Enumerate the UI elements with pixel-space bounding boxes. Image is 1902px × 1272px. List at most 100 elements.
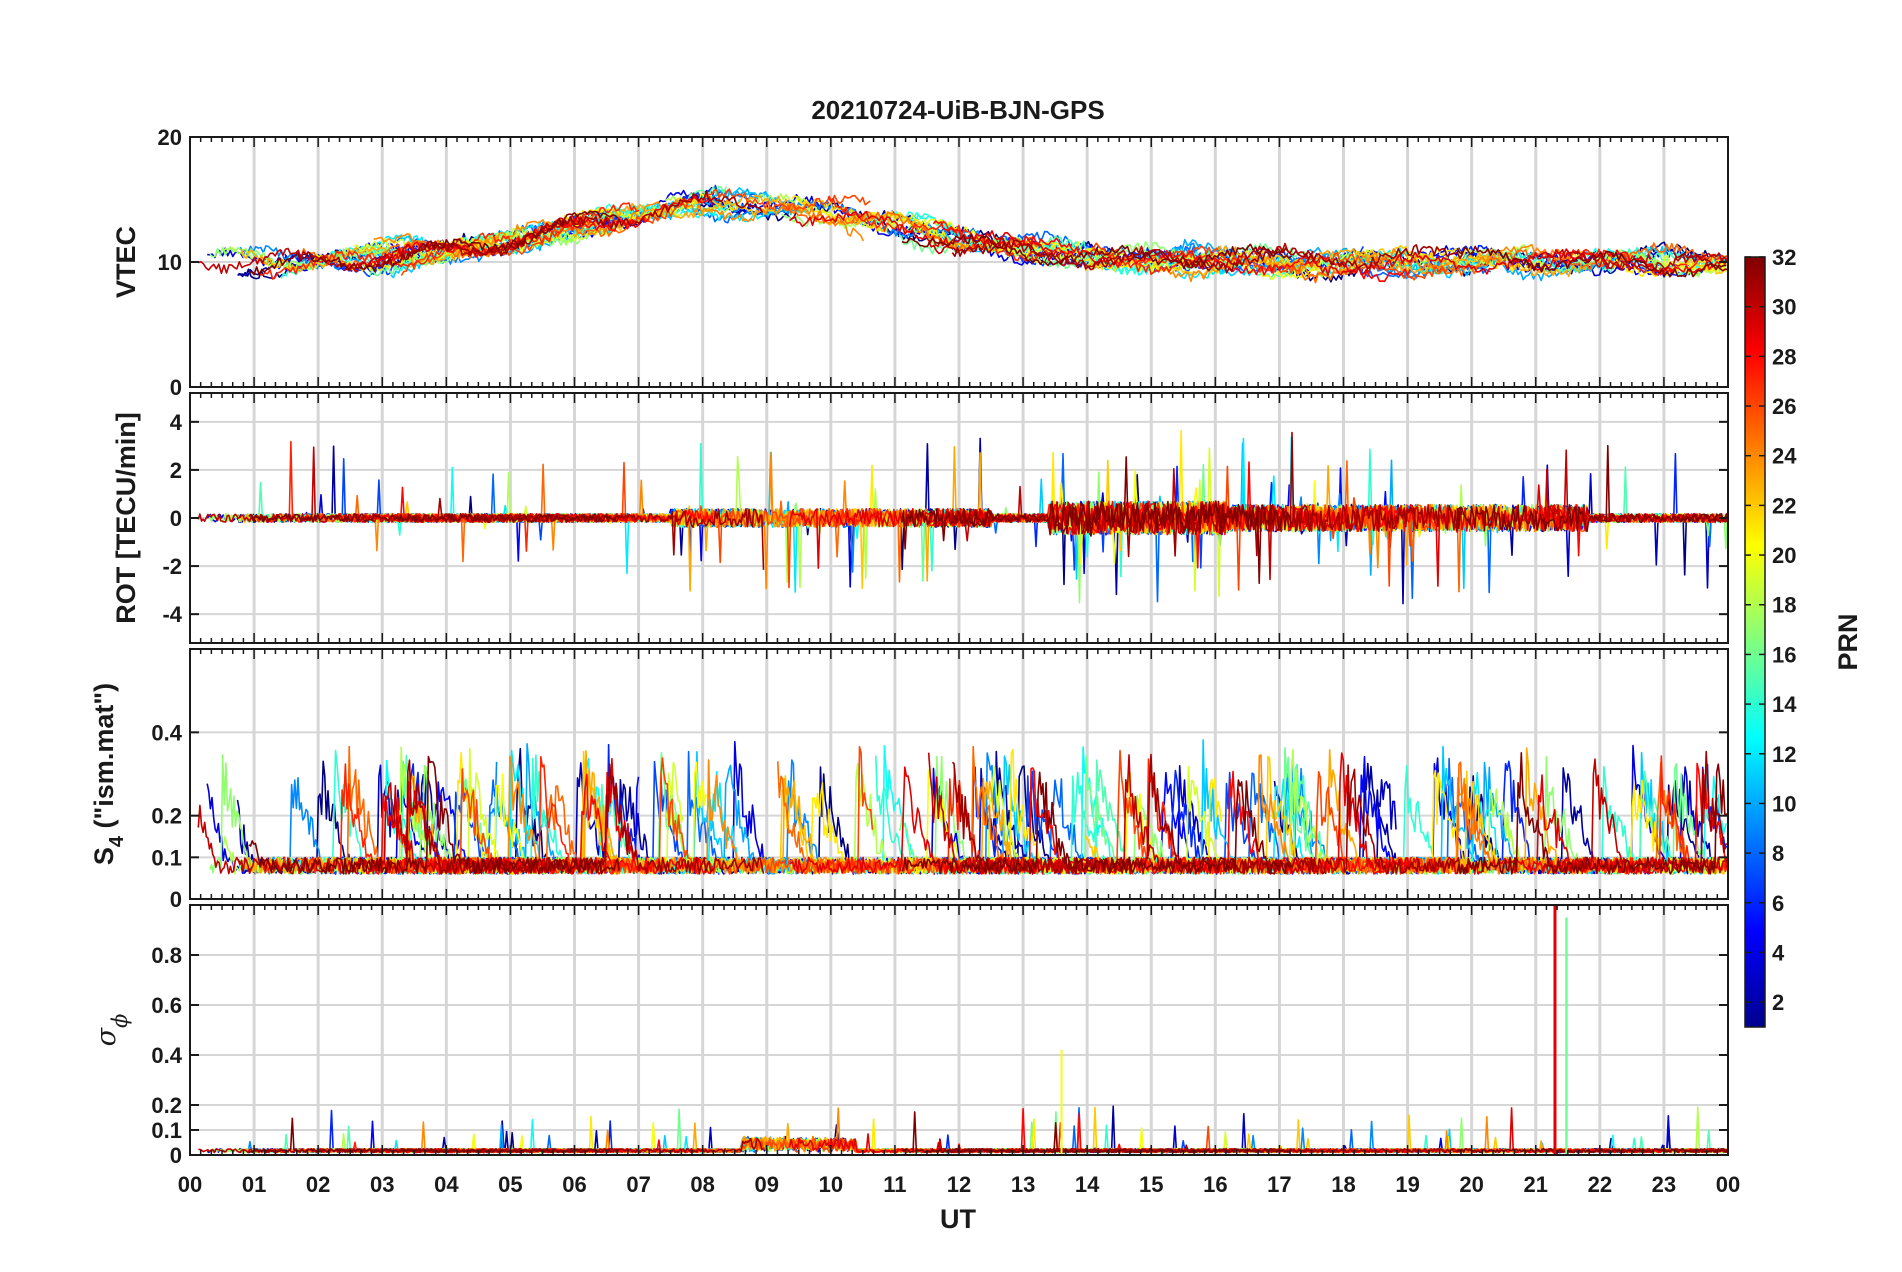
- x-tick-label: 08: [690, 1172, 714, 1197]
- colorbar-tick-label: 4: [1772, 940, 1785, 965]
- x-tick-label: 18: [1331, 1172, 1355, 1197]
- x-tick-label: 01: [242, 1172, 266, 1197]
- prn-series-line: [971, 235, 1384, 274]
- prn-series-line: [1673, 252, 1729, 272]
- prn-series-line: [777, 745, 1042, 875]
- y-tick-label: 0.4: [151, 720, 182, 745]
- colorbar-gradient: [1744, 256, 1766, 1028]
- y-tick-label: 0: [170, 887, 182, 912]
- x-tick-label: 12: [947, 1172, 971, 1197]
- prn-series-line: [927, 237, 1314, 270]
- x-axis-label: UT: [940, 1204, 976, 1234]
- prn-series-line: [248, 755, 620, 875]
- colorbar-tick-label: 30: [1772, 295, 1796, 320]
- panel-s4-ylabel: S4 ("ism.mat"): [89, 683, 128, 865]
- colorbar-tick-label: 14: [1772, 692, 1797, 717]
- panel-s4: 0 0.1 0.2 0.4 S4 ("ism.mat"): [89, 648, 1729, 912]
- y-tick-label: 0: [170, 375, 182, 400]
- panel-vtec-series: [198, 184, 1729, 284]
- colorbar-tick-label: 8: [1772, 841, 1784, 866]
- colorbar-tick-label: 24: [1772, 444, 1797, 469]
- colorbar-tick-label: 18: [1772, 593, 1796, 618]
- prn-series-line: [901, 456, 1292, 584]
- colorbar-tick-label: 20: [1772, 543, 1796, 568]
- x-tick-label: 14: [1075, 1172, 1100, 1197]
- prn-series-line: [1456, 245, 1727, 278]
- panel-rot: -4 -2 0 2 4 ROT [TECU/min]: [111, 392, 1729, 644]
- y-tick-label: 0: [170, 1143, 182, 1168]
- y-tick-label: 0.6: [151, 993, 182, 1018]
- prn-series-line: [1526, 249, 1728, 276]
- x-tick-label: 04: [434, 1172, 459, 1197]
- x-tick-label: 07: [626, 1172, 650, 1197]
- x-tick-label: 10: [819, 1172, 843, 1197]
- panel-sigma-phi-grid: [190, 905, 1728, 1155]
- y-tick-label: 0.4: [151, 1043, 182, 1068]
- prn-series-line: [951, 239, 1464, 274]
- panel-rot-y-ticks: -4 -2 0 2 4: [162, 393, 1729, 643]
- x-tick-label: 03: [370, 1172, 394, 1197]
- y-tick-label: 0.2: [151, 804, 182, 829]
- prn-series-line: [1456, 1148, 1729, 1154]
- y-tick-label: 10: [158, 250, 182, 275]
- x-tick-label: 00: [178, 1172, 202, 1197]
- x-tick-label: 22: [1588, 1172, 1612, 1197]
- y-tick-label: -4: [162, 602, 182, 627]
- panel-sigma-phi: 00.10.2 0.4 0.6 0.8 σϕ: [91, 904, 1729, 1168]
- x-tick-label: 13: [1011, 1172, 1035, 1197]
- prn-series-line: [901, 771, 1292, 875]
- x-tick-label: 02: [306, 1172, 330, 1197]
- colorbar-tick-label: 12: [1772, 742, 1796, 767]
- panel-rot-ylabel: ROT [TECU/min]: [111, 412, 141, 623]
- panel-s4-series: [197, 739, 1729, 875]
- x-tick-label: 15: [1139, 1172, 1163, 1197]
- prn-series-line: [405, 191, 764, 259]
- panel-vtec-y-ticks: 0 10 20: [158, 125, 1729, 400]
- y-tick-label: 0: [170, 506, 182, 531]
- prn-series-line: [240, 234, 499, 273]
- prn-series-line: [1456, 752, 1729, 875]
- panel-rot-series: [197, 429, 1729, 605]
- chart-title: 20210724-UiB-BJN-GPS: [811, 95, 1104, 125]
- prn-series-line: [1304, 752, 1652, 875]
- prn-series-line: [1216, 245, 1593, 278]
- colorbar-tick-label: 22: [1772, 493, 1796, 518]
- x-tick-label: 05: [498, 1172, 522, 1197]
- colorbar-tick-label: 6: [1772, 891, 1784, 916]
- panel-s4-y-ticks: 0 0.1 0.2 0.4: [151, 649, 1729, 912]
- x-tick-label: 17: [1267, 1172, 1291, 1197]
- prn-series-line: [1304, 248, 1652, 276]
- y-tick-label: 0.2: [151, 1093, 182, 1118]
- panel-vtec: 0 10 20 VTEC: [111, 125, 1729, 400]
- prn-series-line: [1542, 249, 1728, 273]
- x-tick-label: 16: [1203, 1172, 1227, 1197]
- colorbar-tick-label: 10: [1772, 791, 1796, 816]
- x-tick-label: 23: [1652, 1172, 1676, 1197]
- colorbar-tick-label: 28: [1772, 344, 1796, 369]
- prn-series-line: [248, 1117, 620, 1154]
- x-tick-label: 19: [1395, 1172, 1419, 1197]
- prn-series-line: [343, 214, 638, 273]
- x-tick-label: 21: [1524, 1172, 1548, 1197]
- y-tick-label: 4: [170, 410, 183, 435]
- colorbar-tick-label: 32: [1772, 245, 1796, 270]
- y-tick-label: 0.1: [151, 845, 182, 870]
- colorbar-tick-label: 2: [1772, 990, 1784, 1015]
- prn-series-line: [901, 233, 1293, 270]
- x-tick-label: 00: [1716, 1172, 1740, 1197]
- panel-sigma-phi-series: [198, 905, 1729, 1155]
- prn-series-line: [827, 196, 1241, 275]
- x-tick-label: 09: [755, 1172, 779, 1197]
- x-tick-label: 06: [562, 1172, 586, 1197]
- panel-sigma-phi-ylabel: σϕ: [91, 1014, 132, 1047]
- prn-series-line: [1673, 750, 1728, 874]
- prn-series-line: [248, 513, 620, 523]
- y-tick-label: 2: [170, 458, 182, 483]
- prn-series-line: [249, 210, 619, 276]
- y-tick-label: 20: [158, 125, 182, 150]
- colorbar-label: PRN: [1833, 613, 1863, 670]
- colorbar-tick-label: 16: [1772, 642, 1796, 667]
